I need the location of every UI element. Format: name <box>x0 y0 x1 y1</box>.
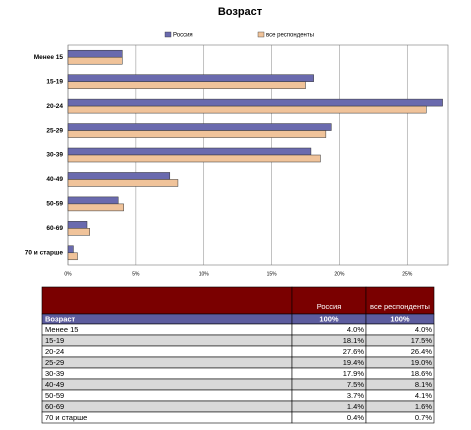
bar <box>67 252 78 261</box>
x-tick-label: 0% <box>64 271 72 277</box>
bar <box>67 56 123 65</box>
table-text: Возраст <box>45 314 76 323</box>
table-text: 17.9% <box>343 369 365 378</box>
y-tick-label: 50-59 <box>46 201 63 208</box>
table-text: 0.4% <box>347 413 364 422</box>
bar <box>67 98 443 107</box>
y-tick-label: 40-49 <box>46 176 63 183</box>
x-tick-label: 15% <box>267 271 278 277</box>
table-text: 70 и старше <box>45 413 87 422</box>
table-text: 4.0% <box>415 325 432 334</box>
legend-swatch <box>257 31 265 38</box>
chart-title: Возраст <box>218 6 263 18</box>
legend-label: Россия <box>173 33 193 39</box>
table-cell <box>41 334 293 347</box>
table-cell <box>41 389 293 402</box>
table-cell <box>365 286 435 315</box>
table-cell <box>41 378 293 391</box>
table-text: 100% <box>319 314 339 323</box>
table-text: 26.4% <box>411 347 433 356</box>
y-tick-label: 20-24 <box>46 103 63 110</box>
table-text: 30-39 <box>45 369 64 378</box>
bar <box>67 130 327 138</box>
table-text: 19.4% <box>343 358 365 367</box>
bar <box>67 123 332 131</box>
y-tick-label: 15-19 <box>46 78 63 85</box>
bar <box>67 203 124 212</box>
table-text: 50-59 <box>45 391 64 400</box>
table-text: 20-24 <box>45 347 64 356</box>
bar <box>67 147 312 156</box>
table-text: 1.6% <box>415 402 432 411</box>
bar <box>67 245 74 254</box>
bar <box>67 49 123 58</box>
table-text: 15-19 <box>45 336 64 345</box>
bar <box>67 81 306 89</box>
bar <box>67 221 88 229</box>
table-cell <box>41 313 293 325</box>
bar <box>67 105 427 114</box>
table-text: 4.0% <box>347 325 364 334</box>
table-text: 18.1% <box>343 336 365 345</box>
table-header: все респонденты <box>370 302 430 311</box>
legend-label: все респонденты <box>266 33 314 39</box>
table-cell <box>41 367 293 380</box>
y-tick-label: Менее 15 <box>34 54 64 61</box>
table-cell <box>41 323 293 336</box>
bar <box>67 196 119 205</box>
y-tick-label: 60-69 <box>46 225 63 232</box>
y-tick-label: 30-39 <box>46 152 63 159</box>
legend-swatch <box>164 31 172 38</box>
y-tick-label: 70 и старше <box>25 249 64 256</box>
table-text: 27.6% <box>343 347 365 356</box>
table-text: 40-49 <box>45 380 64 389</box>
bar <box>67 74 314 82</box>
table-text: 7.5% <box>347 380 364 389</box>
table-cell <box>41 356 293 369</box>
table-text: 4.1% <box>415 391 432 400</box>
table-text: 3.7% <box>347 391 364 400</box>
table-text: 17.5% <box>411 336 433 345</box>
table-cell <box>41 345 293 358</box>
table-cell <box>365 411 435 424</box>
table-text: 1.4% <box>347 402 364 411</box>
table-text: Менее 15 <box>45 325 78 334</box>
table-text: 100% <box>390 314 410 323</box>
x-tick-label: 20% <box>334 271 345 277</box>
table-text: 8.1% <box>415 380 432 389</box>
bar <box>67 179 179 187</box>
x-tick-label: 5% <box>132 271 140 277</box>
table-cell <box>291 286 367 315</box>
table-text: 60-69 <box>45 402 64 411</box>
table-cell <box>41 400 293 413</box>
table-text: 18.6% <box>411 369 433 378</box>
x-tick-label: 25% <box>402 271 413 277</box>
bar <box>67 154 321 163</box>
bar <box>67 172 171 180</box>
table-text: 25-29 <box>45 358 64 367</box>
x-tick-label: 10% <box>199 271 210 277</box>
table-text: 0.7% <box>415 413 432 422</box>
bar <box>67 228 90 236</box>
table-cell <box>41 286 293 315</box>
y-tick-label: 25-29 <box>46 127 63 134</box>
table-text: 19.0% <box>411 358 433 367</box>
table-header: Россия <box>317 302 342 311</box>
